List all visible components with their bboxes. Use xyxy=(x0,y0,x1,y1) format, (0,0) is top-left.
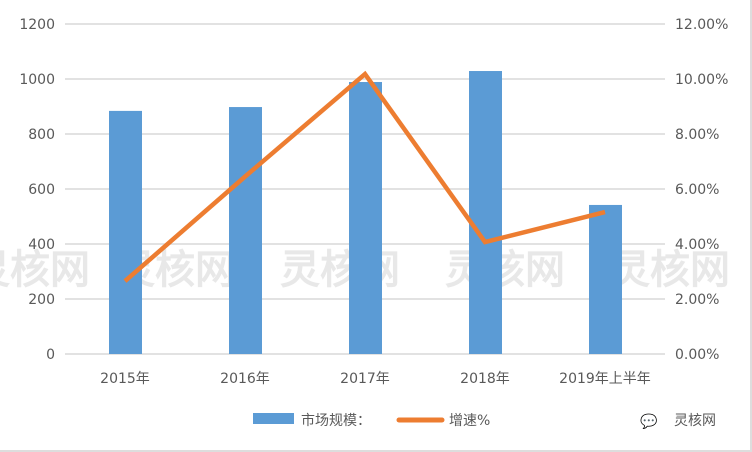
y-right-tick-label: 8.00% xyxy=(675,127,719,143)
logo-text: 灵核网 xyxy=(674,413,716,429)
bar-3 xyxy=(469,71,502,355)
y-left-tick-label: 0 xyxy=(46,347,55,363)
y-right-tick-label: 10.00% xyxy=(675,72,728,88)
y-left-tick-label: 200 xyxy=(28,292,55,308)
y-left-tick-label: 600 xyxy=(28,182,55,198)
y-left-tick-label: 1200 xyxy=(19,17,55,33)
growth-line xyxy=(123,70,606,283)
x-tick-label: 2017年 xyxy=(340,371,390,387)
watermark: 灵核网 xyxy=(445,247,565,293)
y-left-tick-label: 800 xyxy=(28,127,55,143)
y-right-tick-label: 6.00% xyxy=(675,182,719,198)
bar-2 xyxy=(349,82,382,355)
y-left-tick-label: 400 xyxy=(28,237,55,253)
watermark: 灵核网 xyxy=(610,247,730,293)
x-tick-label: 2019年上半年 xyxy=(559,371,651,387)
bar-1 xyxy=(229,107,262,354)
y-right-tick-label: 12.00% xyxy=(675,17,728,33)
bar-4 xyxy=(589,204,622,354)
bar-0 xyxy=(109,110,142,355)
y-left-tick-label: 1000 xyxy=(19,72,55,88)
watermark: 灵核网 xyxy=(0,247,90,293)
x-tick-label: 2018年 xyxy=(460,371,510,387)
y-right-tick-label: 4.00% xyxy=(675,237,719,253)
legend-label-line: 增速% xyxy=(449,413,490,429)
legend-label-bar: 市场规模： xyxy=(301,412,371,429)
x-tick-label: 2015年 xyxy=(100,371,150,387)
wechat-icon: 💬 xyxy=(640,413,658,430)
y-right-tick-label: 2.00% xyxy=(675,292,719,308)
legend-swatch-bar xyxy=(253,413,294,424)
y-right-tick-label: 0.00% xyxy=(675,347,719,363)
x-tick-label: 2016年 xyxy=(220,371,270,387)
